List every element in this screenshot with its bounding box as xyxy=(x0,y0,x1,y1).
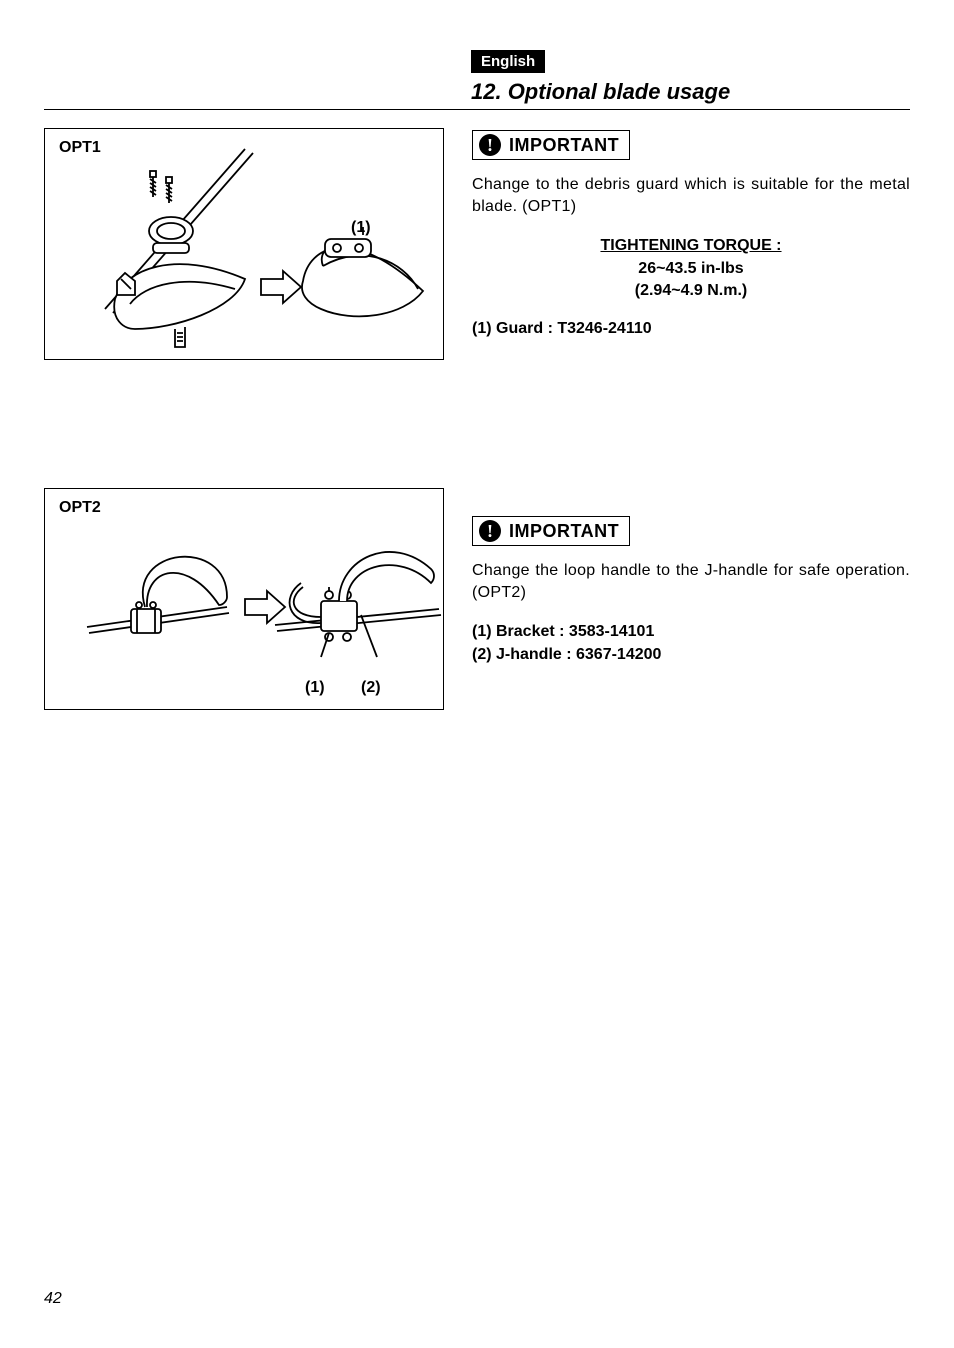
header-rule xyxy=(44,109,910,110)
section-title: 12. Optional blade usage xyxy=(471,79,910,105)
opt1-figure-box: OPT1 (1) xyxy=(44,128,444,360)
torque-title: TIGHTENING TORQUE : xyxy=(472,235,910,257)
opt2-callout-1: (1) xyxy=(305,679,325,697)
torque-metric: (2.94~4.9 N.m.) xyxy=(472,280,910,302)
important-callout-1: ! IMPORTANT xyxy=(472,130,630,160)
language-badge: English xyxy=(471,50,545,73)
opt1-text-column: ! IMPORTANT Change to the debris guard w… xyxy=(472,128,910,360)
torque-spec: TIGHTENING TORQUE : 26~43.5 in-lbs (2.94… xyxy=(472,235,910,302)
page-number: 42 xyxy=(44,1290,62,1308)
opt1-illustration xyxy=(45,129,445,361)
opt1-figure-label: OPT1 xyxy=(59,139,101,157)
opt1-part-guard: (1) Guard : T3246-24110 xyxy=(472,318,910,340)
important-icon: ! xyxy=(479,134,501,156)
opt2-text-column: ! IMPORTANT Change the loop handle to th… xyxy=(472,488,910,710)
important-label-1: IMPORTANT xyxy=(509,135,619,156)
opt1-body-text: Change to the debris guard which is suit… xyxy=(472,174,910,217)
opt1-row: OPT1 (1) xyxy=(44,128,910,360)
opt2-figure-box: OPT2 (1) (2) xyxy=(44,488,444,710)
spacer xyxy=(44,360,910,470)
opt1-callout-1: (1) xyxy=(351,219,371,237)
important-icon: ! xyxy=(479,520,501,542)
opt2-row: OPT2 (1) (2) xyxy=(44,488,910,710)
opt2-part-jhandle: (2) J-handle : 6367-14200 xyxy=(472,644,910,666)
important-label-2: IMPORTANT xyxy=(509,521,619,542)
header-block: English 12. Optional blade usage xyxy=(471,50,910,105)
important-callout-2: ! IMPORTANT xyxy=(472,516,630,546)
opt2-illustration xyxy=(45,489,445,711)
opt2-body-text: Change the loop handle to the J-handle f… xyxy=(472,560,910,603)
opt2-callout-2: (2) xyxy=(361,679,381,697)
opt2-figure-label: OPT2 xyxy=(59,499,101,517)
opt2-part-bracket: (1) Bracket : 3583-14101 xyxy=(472,621,910,643)
torque-imperial: 26~43.5 in-lbs xyxy=(472,258,910,280)
